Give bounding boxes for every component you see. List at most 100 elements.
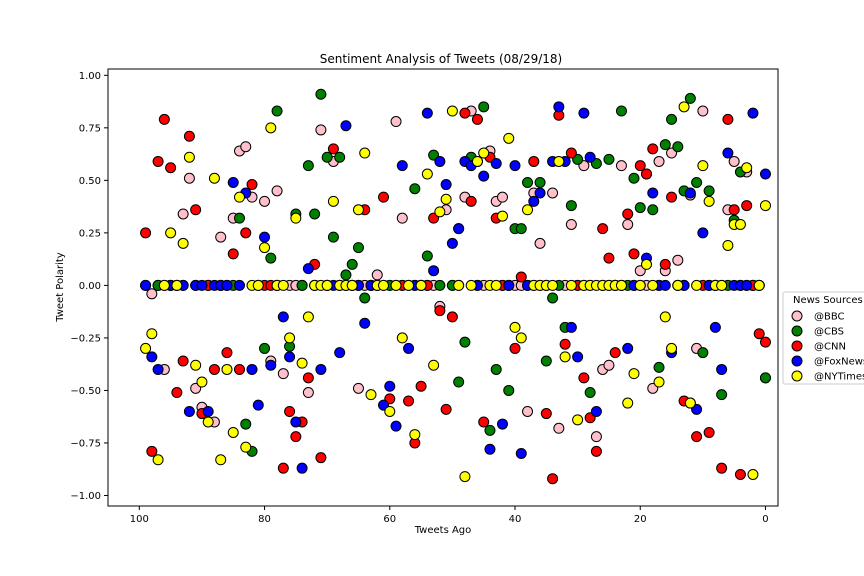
data-point xyxy=(578,372,590,384)
data-point xyxy=(221,347,233,359)
data-point xyxy=(146,445,158,457)
data-point xyxy=(465,195,477,207)
data-point xyxy=(666,342,678,354)
data-point xyxy=(578,107,590,119)
data-point xyxy=(140,279,152,291)
data-point xyxy=(146,288,158,300)
data-point xyxy=(309,208,321,220)
data-point xyxy=(315,452,327,464)
data-point xyxy=(534,187,546,199)
data-point xyxy=(221,363,233,375)
data-point xyxy=(728,155,740,167)
y-tick-label: 0.50 xyxy=(79,176,101,187)
y-tick-label: 0.75 xyxy=(79,123,101,134)
data-point xyxy=(284,351,296,363)
data-point xyxy=(165,162,177,174)
data-point xyxy=(753,328,765,340)
data-point xyxy=(183,130,195,142)
data-point xyxy=(634,279,646,291)
data-point xyxy=(509,160,521,172)
data-point xyxy=(759,168,771,180)
data-point xyxy=(384,380,396,392)
data-point xyxy=(421,250,433,262)
data-point xyxy=(634,202,646,214)
data-point xyxy=(465,279,477,291)
data-point xyxy=(177,355,189,367)
data-point xyxy=(277,462,289,474)
data-point xyxy=(434,155,446,167)
data-point xyxy=(565,200,577,212)
data-point xyxy=(672,254,684,266)
data-point xyxy=(666,113,678,125)
data-point xyxy=(446,237,458,249)
data-point xyxy=(233,212,245,224)
data-point xyxy=(659,311,671,323)
y-tick-label: −0.25 xyxy=(70,333,101,344)
data-point xyxy=(490,363,502,375)
data-point xyxy=(653,361,665,373)
data-point xyxy=(540,355,552,367)
data-point xyxy=(503,279,515,291)
data-point xyxy=(490,279,502,291)
data-point xyxy=(716,389,728,401)
data-point xyxy=(352,204,364,216)
data-point xyxy=(359,292,371,304)
data-point xyxy=(691,279,703,291)
data-point xyxy=(534,237,546,249)
data-point xyxy=(365,389,377,401)
data-point xyxy=(684,187,696,199)
data-point xyxy=(202,416,214,428)
data-point xyxy=(459,471,471,483)
data-point xyxy=(302,160,314,172)
data-point xyxy=(327,143,339,155)
y-tick-label: 0.00 xyxy=(79,281,101,292)
data-point xyxy=(503,132,515,144)
data-point xyxy=(547,279,559,291)
data-point xyxy=(515,271,527,283)
data-point xyxy=(759,200,771,212)
legend-marker xyxy=(791,370,803,382)
data-point xyxy=(252,399,264,411)
data-point xyxy=(183,172,195,184)
data-point xyxy=(503,384,515,396)
data-point xyxy=(302,263,314,275)
data-point xyxy=(302,311,314,323)
data-point xyxy=(165,227,177,239)
data-point xyxy=(415,380,427,392)
data-point xyxy=(152,155,164,167)
data-point xyxy=(547,473,559,485)
data-point xyxy=(628,248,640,260)
data-point xyxy=(227,426,239,438)
series-group xyxy=(146,105,771,443)
data-point xyxy=(352,242,364,254)
data-point xyxy=(340,120,352,132)
x-tick-label: 20 xyxy=(634,514,647,525)
data-point xyxy=(734,218,746,230)
data-point xyxy=(415,279,427,291)
data-point xyxy=(177,237,189,249)
data-point xyxy=(634,160,646,172)
data-point xyxy=(559,351,571,363)
data-point xyxy=(327,195,339,207)
data-point xyxy=(352,382,364,394)
data-point xyxy=(428,265,440,277)
data-point xyxy=(734,468,746,480)
data-point xyxy=(628,368,640,380)
data-point xyxy=(641,258,653,270)
data-point xyxy=(359,317,371,329)
data-point xyxy=(471,113,483,125)
data-point xyxy=(478,147,490,159)
y-axis-label: Tweet Polarity xyxy=(55,252,66,323)
data-point xyxy=(722,147,734,159)
data-point xyxy=(528,195,540,207)
data-point xyxy=(296,462,308,474)
data-point xyxy=(540,408,552,420)
data-point xyxy=(440,179,452,191)
data-point xyxy=(709,321,721,333)
data-point xyxy=(158,279,170,291)
data-point xyxy=(384,405,396,417)
data-point xyxy=(697,347,709,359)
axis-ticks: 100 80 60 40 20 0 −1.00 −0.75 −0.50 −0.25 0.00 0.25… xyxy=(70,71,768,525)
data-point xyxy=(371,269,383,281)
